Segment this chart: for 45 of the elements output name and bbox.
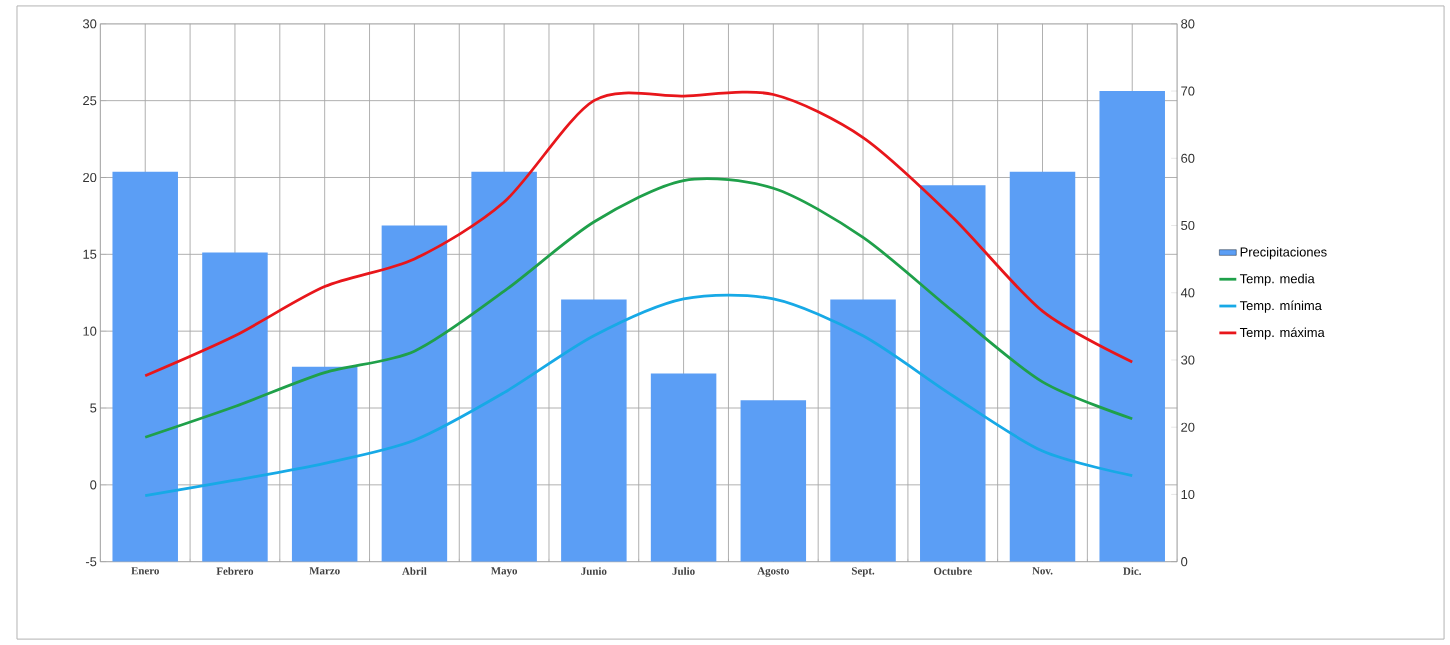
legend-label: Precipitaciones [1240, 247, 1327, 260]
legend-label: Temp. máxima [1239, 327, 1325, 340]
y2-tick-label: 20 [1181, 422, 1195, 432]
y2-tick-label: 80 [1181, 19, 1195, 29]
y-tick-label: 25 [83, 96, 97, 106]
x-tick-label: Abril [402, 567, 427, 575]
y2-tick-label: 10 [1181, 489, 1195, 499]
bar [920, 185, 986, 562]
y-tick-label: 0 [90, 480, 97, 490]
bar [1099, 91, 1165, 562]
x-tick-label: Enero [131, 567, 159, 575]
x-tick-label: Dic. [1123, 567, 1141, 575]
x-tick-label: Nov. [1032, 567, 1053, 575]
x-tick-label: Junio [581, 567, 607, 575]
legend-label: Temp. media [1239, 273, 1315, 286]
y-tick-label: -5 [85, 557, 97, 567]
x-tick-label: Sept. [851, 567, 875, 577]
x-tick-label: Agosto [757, 567, 789, 577]
bar [650, 373, 717, 562]
x-tick-label: Febrero [216, 567, 254, 575]
y2-tick-label: 70 [1181, 86, 1195, 96]
y-tick-label: 10 [83, 326, 97, 336]
y-tick-label: 5 [90, 403, 97, 413]
y2-tick-label: 50 [1181, 220, 1195, 231]
x-tick-label: Octubre [934, 567, 972, 575]
x-tick-label: Julio [672, 567, 695, 575]
bar [202, 252, 268, 562]
y2-tick-label: 0 [1181, 557, 1188, 567]
y-tick-label: 15 [83, 249, 97, 259]
x-tick-label: Mayo [490, 567, 518, 577]
y-tick-label: 20 [83, 172, 97, 183]
y2-tick-label: 60 [1181, 153, 1195, 163]
x-tick-label: Marzo [309, 567, 340, 575]
y2-tick-label: 40 [1180, 288, 1195, 298]
bar [381, 225, 448, 562]
legend-label: Temp. mínima [1239, 300, 1322, 313]
y2-tick-label: 30 [1181, 355, 1195, 365]
bar [830, 299, 896, 562]
bar [561, 299, 627, 562]
bar [291, 366, 358, 562]
bar [1009, 171, 1076, 562]
bar [471, 171, 537, 562]
bar [740, 400, 807, 562]
y-tick-label: 30 [83, 19, 97, 29]
bar [112, 171, 178, 562]
